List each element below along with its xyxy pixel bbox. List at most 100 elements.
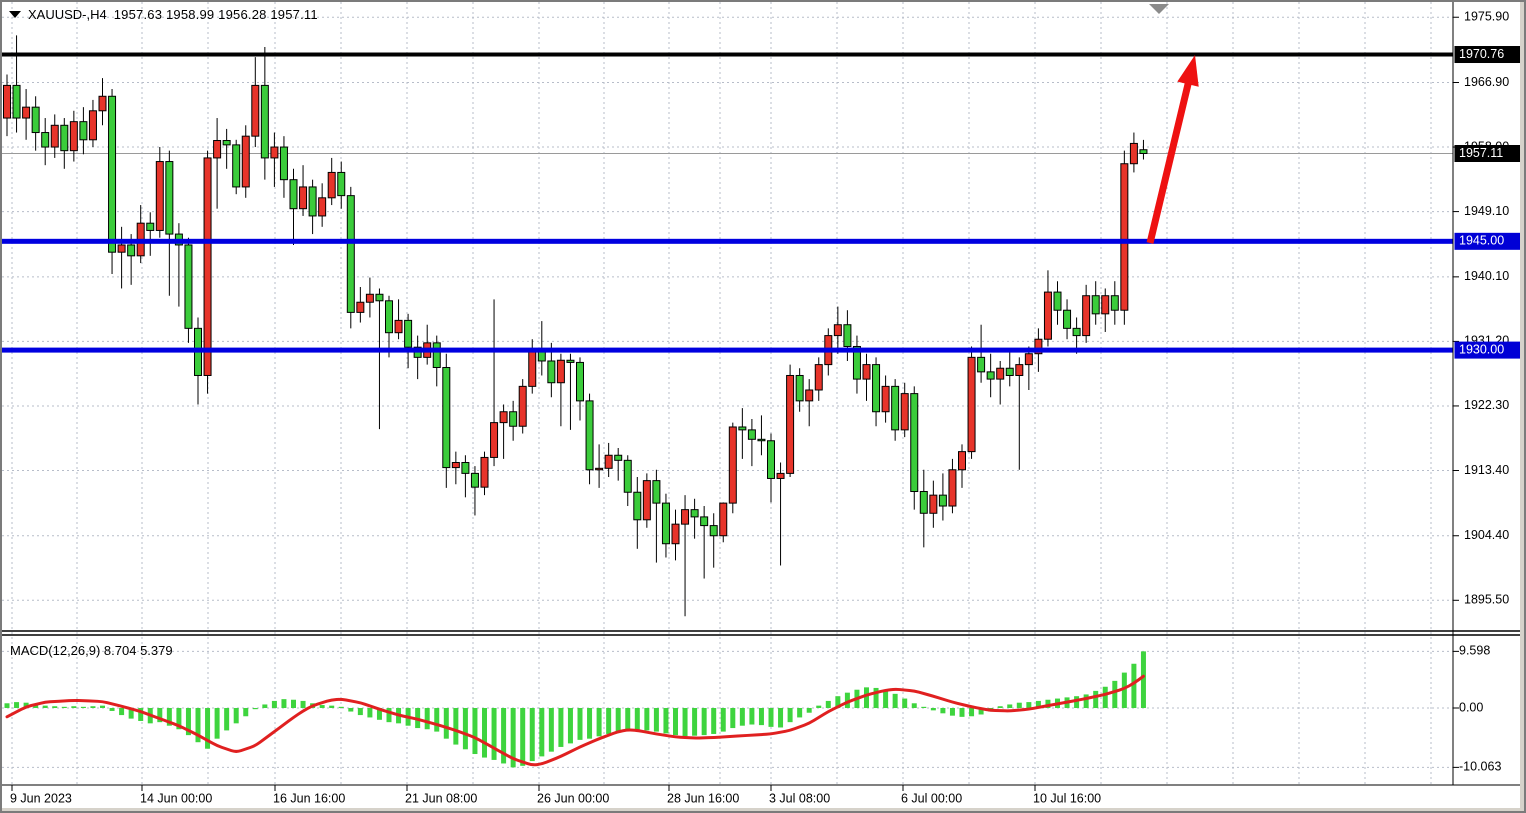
macd-histogram-bar: [682, 708, 688, 737]
macd-histogram-bar: [730, 708, 736, 729]
candle-body: [967, 356, 976, 453]
macd-histogram-bar: [1016, 702, 1022, 708]
candle-body: [394, 319, 403, 334]
macd-histogram-bar: [720, 708, 726, 732]
candle-body: [1053, 291, 1062, 311]
candle-body: [604, 454, 613, 469]
candle-body: [385, 300, 393, 334]
macd-histogram-bar: [758, 708, 764, 726]
candle-body: [547, 360, 556, 384]
macd-histogram-bar: [376, 708, 382, 720]
macd-histogram-bar: [873, 687, 879, 708]
candle-body: [671, 523, 680, 545]
macd-histogram-bar: [348, 708, 354, 712]
macd-histogram-bar: [195, 708, 201, 743]
candle-body: [22, 106, 31, 119]
price-level-line[interactable]: [2, 52, 1453, 57]
candle-body: [681, 509, 690, 525]
candle-body: [900, 393, 909, 431]
candle-body: [862, 364, 871, 380]
candle-body: [155, 161, 164, 231]
scroll-to-end-marker-icon[interactable]: [1149, 4, 1169, 14]
annotations-layer: [1146, 4, 1199, 244]
candle-body: [432, 342, 441, 369]
grid-layer: [2, 2, 1453, 785]
chart-ohlc-values: 1957.63 1958.99 1956.28 1957.11: [113, 7, 318, 22]
trend-arrow-head[interactable]: [1177, 55, 1199, 87]
candle-body: [910, 393, 919, 493]
macd-histogram-bar: [1026, 702, 1032, 708]
macd-histogram-bar: [1140, 651, 1146, 708]
trend-arrow-shaft[interactable]: [1146, 79, 1193, 244]
candle-body: [767, 440, 775, 479]
macd-histogram-bar: [653, 708, 659, 732]
bottom-margin-strip: [2, 808, 1524, 811]
macd-histogram-bar: [644, 708, 650, 731]
macd-histogram-bar: [14, 702, 20, 708]
candle-body: [327, 171, 336, 199]
candle-body: [69, 121, 78, 152]
candle-body: [1091, 295, 1100, 315]
price-level-line[interactable]: [2, 347, 1453, 353]
macd-histogram-bar: [166, 708, 172, 726]
candle-body: [165, 161, 174, 235]
macd-histogram-bar: [291, 699, 296, 708]
price-axis-badge-value: 1930.00: [1459, 342, 1504, 356]
macd-histogram-bar: [271, 700, 277, 708]
macd-histogram-bar: [252, 708, 258, 710]
candle-body: [260, 84, 269, 159]
candle-body: [843, 324, 852, 347]
macd-histogram-bar: [978, 708, 984, 715]
macd-histogram-bar: [453, 708, 459, 745]
candle-body: [31, 106, 40, 134]
candle-body: [891, 385, 900, 431]
candle-body: [805, 389, 814, 402]
macd-histogram-bar: [930, 708, 936, 711]
symbol-menu-icon[interactable]: [9, 11, 21, 18]
macd-histogram-bar: [157, 708, 163, 723]
candle-body: [232, 144, 241, 188]
macd-histogram-bar: [883, 690, 889, 708]
candle-body: [614, 454, 623, 461]
macd-histogram-bar: [1131, 663, 1137, 708]
chart-symbol-period-label: XAUUSD-,H4: [28, 7, 107, 22]
candle-body: [728, 426, 737, 504]
candle-body: [203, 157, 212, 376]
candle-body: [661, 502, 670, 545]
macd-axis-label: 0.00: [1459, 700, 1483, 714]
candle-body: [642, 480, 651, 521]
price-level-line[interactable]: [2, 238, 1453, 244]
macd-histogram-bar: [329, 705, 335, 708]
candle-body: [346, 195, 355, 313]
candle-body: [88, 110, 97, 141]
candle-body: [1101, 295, 1110, 315]
macd-histogram-bar: [816, 705, 822, 708]
macd-histogram-bar: [176, 708, 182, 730]
time-axis-label: 3 Jul 08:00: [769, 791, 830, 805]
candle-body: [1024, 353, 1033, 366]
macd-histogram-bar: [997, 706, 1003, 708]
macd-histogram-bar: [482, 708, 487, 758]
macd-histogram-bar: [338, 706, 344, 708]
candle-body: [595, 467, 604, 471]
candle-body: [375, 293, 384, 302]
price-axis-label: 1940.10: [1464, 269, 1509, 283]
price-axis-badge-value: 1970.76: [1459, 47, 1504, 61]
candle-body: [1015, 364, 1024, 376]
candle-body: [12, 84, 21, 119]
macd-histogram-bar: [128, 708, 134, 719]
candle-body: [470, 472, 479, 488]
horizontal-levels-layer: [2, 52, 1453, 353]
macd-histogram-bar: [692, 708, 698, 736]
candle-body: [356, 301, 365, 313]
candle-body: [719, 502, 728, 537]
candle-body: [958, 451, 966, 471]
macd-histogram-bar: [1093, 690, 1099, 708]
macd-axis-label: 9.598: [1459, 644, 1490, 658]
time-axis-label: 28 Jun 16:00: [667, 791, 739, 805]
macd-histogram-bar: [224, 708, 230, 731]
macd-histogram-bar: [1035, 700, 1041, 708]
candle-body: [528, 349, 537, 387]
macd-histogram-bar: [902, 698, 908, 708]
